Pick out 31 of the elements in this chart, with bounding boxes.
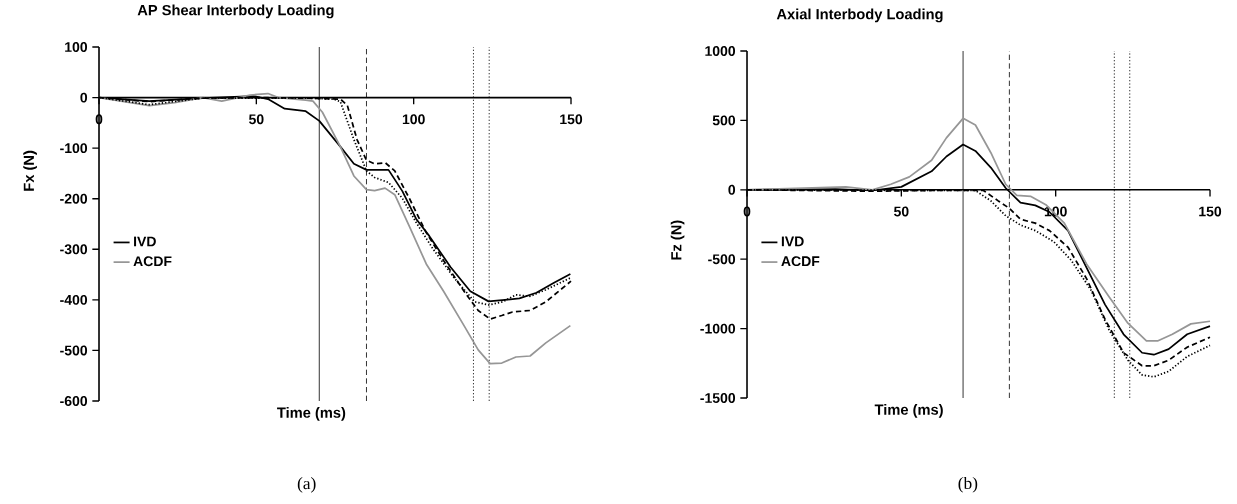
y-tick-label: -100: [60, 143, 88, 154]
text: (a): [297, 477, 316, 493]
x-axis-title: Time (ms): [277, 407, 346, 421]
chart-title: AP Shear Interbody Loading: [137, 4, 334, 19]
x-tick-label: 100: [402, 114, 425, 125]
x-tick-label: 150: [1199, 206, 1222, 217]
x-tick-label: 50: [248, 114, 264, 125]
y-tick-label: -400: [60, 294, 88, 305]
y-tick-label: -200: [60, 193, 88, 204]
x-axis-title: Time (ms): [874, 404, 943, 418]
y-axis-title: Fz (N): [670, 220, 685, 260]
y-tick-label: -500: [708, 254, 736, 265]
y-tick-label: 0: [80, 92, 88, 103]
y-axis-title: Fx (N): [23, 150, 37, 191]
y-tick-label: -600: [60, 396, 88, 406]
y-tick-label: 0: [728, 184, 736, 195]
legend-label: ACDF: [133, 256, 172, 267]
y-tick-label: -1500: [700, 393, 736, 403]
legend-label: IVD: [134, 236, 156, 247]
legend-label: IVD: [781, 236, 804, 247]
y-tick-label: 100: [65, 42, 88, 52]
y-tick-label: 500: [712, 115, 736, 126]
y-tick-label: -500: [60, 345, 88, 356]
y-tick-label: -300: [60, 244, 88, 255]
y-tick-label: -1000: [700, 323, 736, 334]
x-tick-label: 50: [894, 206, 909, 217]
x-tick-label: 150: [560, 114, 583, 125]
legend-label: ACDF: [781, 256, 820, 267]
chart-title: Axial Interbody Loading: [776, 8, 943, 23]
text: (b): [958, 476, 978, 493]
y-tick-label: 1000: [705, 46, 736, 56]
